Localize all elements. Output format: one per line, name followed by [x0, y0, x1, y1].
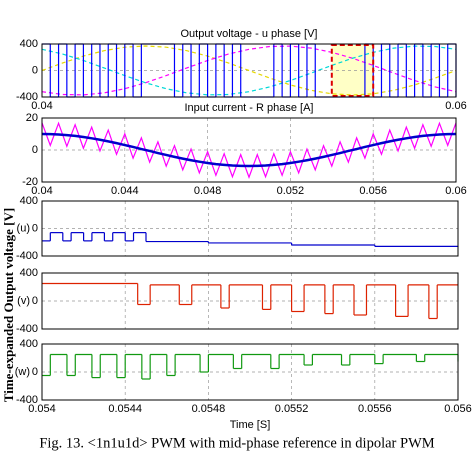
plot-frame — [41, 272, 459, 330]
y-tick-label: 0 — [32, 64, 38, 76]
series-line — [41, 132, 457, 168]
y-tick-label: 0 — [32, 144, 38, 156]
x-tick-label: 0.0552 — [275, 403, 309, 415]
plot-area — [42, 344, 458, 400]
plot-frame — [41, 200, 459, 257]
x-axis-label: Time [S] — [230, 419, 271, 431]
y-tick-label: 0 — [32, 295, 38, 307]
x-tick-label: 0.06 — [445, 185, 466, 197]
y-tick-label: -400 — [16, 394, 38, 406]
chart-title: Output voltage - u phase [V] — [181, 28, 318, 40]
x-tick-label: 0.056 — [359, 185, 387, 197]
series-line — [41, 45, 457, 96]
y-tick-label: -400 — [16, 91, 38, 103]
x-tick-label: 0.052 — [277, 185, 305, 197]
y-tick-label: -400 — [16, 323, 38, 335]
y-tick-label: 400 — [20, 38, 38, 50]
chart-title: Input current - R phase [A] — [184, 102, 313, 114]
plot-frame — [41, 343, 459, 401]
series-line — [41, 45, 457, 96]
y-tick-label: 0 — [32, 366, 38, 378]
y-tick-label: -400 — [16, 250, 38, 262]
y-axis-label: Time-expanded Output voltage [V] — [1, 208, 16, 402]
x-tick-label: 0.044 — [111, 185, 139, 197]
y-tick-label: 400 — [20, 267, 38, 279]
x-tick-label: 0.054 — [28, 403, 56, 415]
plot-frame — [41, 43, 457, 98]
y-tick-label: -20 — [22, 176, 38, 188]
x-tick-label: 0.056 — [444, 403, 472, 415]
x-tick-label: 0.04 — [31, 100, 52, 112]
x-tick-label: 0.06 — [445, 100, 466, 112]
x-tick-label: 0.04 — [31, 185, 52, 197]
y-tick-label: 0 — [32, 222, 38, 234]
series-label: (u) — [17, 222, 30, 234]
y-tick-label: 400 — [20, 338, 38, 350]
series-label: (v) — [17, 295, 30, 307]
x-tick-label: 0.0548 — [192, 403, 226, 415]
y-tick-label: 400 — [20, 195, 38, 207]
x-tick-label: 0.0544 — [108, 403, 142, 415]
x-tick-label: 0.0556 — [358, 403, 392, 415]
y-tick-label: 20 — [26, 112, 38, 124]
plot-area — [42, 273, 458, 329]
x-tick-label: 0.048 — [194, 185, 222, 197]
series-line — [41, 121, 457, 179]
plot-frame — [41, 117, 457, 183]
highlight-border — [330, 44, 375, 97]
caption: Fig. 13. <1n1u1d> PWM with mid-phase ref… — [39, 435, 434, 451]
series-label: (w) — [15, 366, 30, 378]
series-line — [41, 45, 457, 96]
